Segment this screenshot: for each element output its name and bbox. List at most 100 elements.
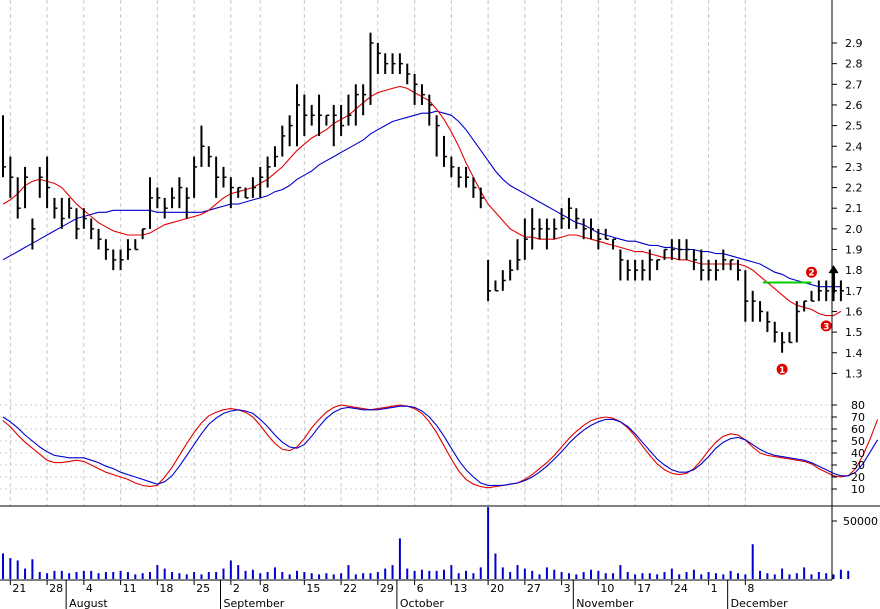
price-bar [171, 187, 176, 209]
price-bar [185, 187, 190, 219]
oscillator-ytick-label: 20 [851, 471, 865, 484]
price-bar [531, 208, 536, 250]
price-bar [825, 280, 830, 302]
price-bar [472, 177, 477, 198]
price-bar [200, 125, 205, 167]
xtick-label: 22 [343, 582, 357, 595]
price-bar [244, 187, 249, 199]
price-bar [288, 115, 293, 147]
price-ytick-label: 2.5 [845, 120, 863, 133]
price-bar [97, 228, 102, 250]
price-bar [266, 156, 271, 188]
price-bar [634, 259, 639, 281]
price-bar [670, 239, 675, 260]
price-bar [648, 249, 653, 281]
price-bar [457, 166, 462, 188]
price-ytick-label: 2.4 [845, 140, 863, 153]
price-ytick-label: 2.0 [845, 223, 863, 236]
xtick-label: 10 [600, 582, 614, 595]
price-bar [391, 53, 396, 74]
price-bar [31, 218, 36, 250]
price-bar [641, 259, 646, 281]
price-bar [692, 249, 697, 271]
price-bar [281, 125, 286, 157]
price-bar [104, 239, 109, 260]
price-bar [428, 94, 433, 126]
price-bar [75, 208, 80, 240]
price-bar [90, 218, 95, 240]
price-bar [163, 197, 168, 219]
volume-panel [2, 507, 850, 579]
price-bar [126, 239, 131, 260]
price-bar [215, 156, 220, 198]
xtick-label: 15 [306, 582, 320, 595]
oscillator-ytick-label: 30 [851, 459, 865, 472]
oscillator-ytick-label: 50 [851, 435, 865, 448]
price-bar [347, 94, 352, 126]
price-bar [678, 239, 683, 260]
price-bar [737, 259, 741, 281]
price-bar [707, 259, 712, 281]
xtick-label: 21 [12, 582, 26, 595]
oscillator-ytick-label: 10 [851, 483, 865, 496]
price-bar [443, 135, 447, 167]
xtick-label: 13 [453, 582, 467, 595]
oscillator-slow-line [2, 405, 879, 486]
price-bar [435, 115, 440, 157]
price-bar [465, 166, 470, 188]
xtick-label: 8 [262, 582, 269, 595]
price-ytick-label: 2.7 [845, 78, 863, 91]
price-bar [597, 228, 602, 250]
price-bar [839, 280, 844, 302]
volume-ytick-label: 50000 [843, 515, 878, 528]
price-bar [810, 290, 815, 302]
price-bar [134, 239, 139, 251]
price-bar [340, 104, 345, 136]
price-bar [817, 280, 822, 302]
price-bar [229, 177, 234, 209]
price-bar [714, 259, 719, 281]
price-bar [788, 332, 793, 344]
price-bar [450, 156, 455, 178]
oscillator-ytick-label: 40 [851, 447, 865, 460]
marker-label: 3 [823, 322, 829, 332]
xtick-label: 11 [123, 582, 137, 595]
price-bar [325, 114, 330, 126]
xtick-label: 27 [527, 582, 541, 595]
price-bar [759, 301, 764, 322]
price-ytick-label: 2.3 [845, 161, 863, 174]
price-bar [604, 228, 609, 240]
price-bar [751, 290, 756, 322]
price-bar [479, 187, 484, 209]
marker-2: 2 [806, 266, 817, 279]
price-bar [24, 166, 29, 209]
marker-label: 1 [779, 366, 785, 376]
price-bar [494, 280, 499, 292]
price-bar [656, 259, 661, 271]
marker-1: 1 [776, 363, 788, 376]
price-bar [119, 249, 124, 271]
marker-3: 3 [820, 320, 832, 332]
price-bar [318, 94, 323, 136]
price-bar [251, 177, 256, 198]
price-bar [413, 73, 418, 105]
price-bar [362, 84, 367, 116]
month-label: September [224, 597, 285, 609]
price-bar [722, 249, 727, 271]
price-bar [9, 156, 14, 198]
xtick-label: 4 [86, 582, 93, 595]
price-bar [553, 218, 558, 240]
xtick-label: 18 [159, 582, 173, 595]
price-bar [744, 270, 749, 322]
price-bar [53, 197, 58, 219]
price-bar [178, 177, 183, 209]
price-ytick-label: 2.1 [845, 202, 863, 215]
price-bar [612, 238, 617, 250]
price-bar [781, 332, 786, 353]
price-bar [60, 197, 65, 229]
price-bar [16, 177, 21, 219]
xtick-label: 1 [711, 582, 718, 595]
price-bar [46, 156, 51, 209]
